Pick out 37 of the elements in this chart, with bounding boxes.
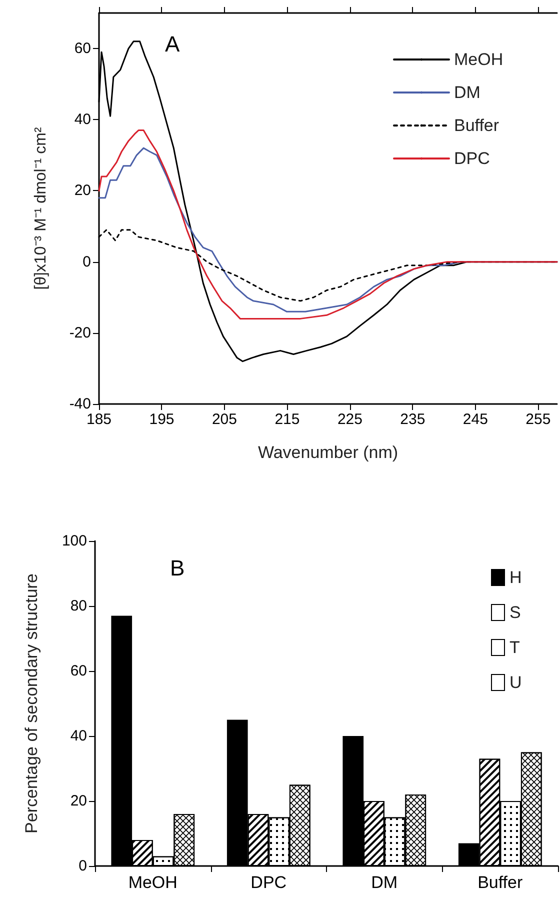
y-tick-label: 60 [74,40,91,58]
y-axis-title: [θ]x10⁻³ M⁻¹ dmol⁻¹ cm² [32,126,50,290]
legend-label: H [510,568,522,587]
legend-label: Buffer [454,116,500,135]
x-tick-label: Buffer [478,873,523,892]
y-tick-label: 0 [82,253,91,270]
x-tick-label: 215 [274,411,300,428]
x-tick-label: DM [371,873,398,892]
x-tick-label: DPC [250,873,287,892]
y-tick-label: 0 [78,858,87,874]
y-tick-label: 80 [70,598,87,614]
x-tick-label: 185 [86,411,112,428]
y-tick-label: -40 [69,396,91,412]
legend-label: U [510,673,522,692]
legend-label: T [510,638,520,657]
y-tick-label: 40 [70,728,87,744]
x-tick-label: 255 [526,411,551,428]
y-tick-label: 40 [74,111,91,128]
legend-label: DM [454,83,480,102]
x-tick-label: 235 [400,411,426,428]
y-tick-label: 20 [70,792,87,810]
legend-label: DPC [454,149,490,168]
x-tick-label: 195 [149,411,174,428]
y-tick-label: 20 [74,182,91,200]
text: A [165,32,180,56]
x-tick-label: 205 [212,411,237,428]
text: B [170,556,185,580]
x-axis-title: Wavenumber (nm) [258,443,398,462]
x-tick-label: MeOH [128,873,178,892]
y-tick-label: 100 [62,532,87,550]
x-tick-label: 225 [337,411,362,428]
x-tick-label: 245 [462,411,488,428]
y-axis-title: Percentage of secondary structure [22,574,41,834]
legend-label: MeOH [454,50,504,69]
y-tick-label: 60 [70,662,87,680]
legend-label: S [510,603,521,622]
y-tick-label: -20 [69,324,91,342]
